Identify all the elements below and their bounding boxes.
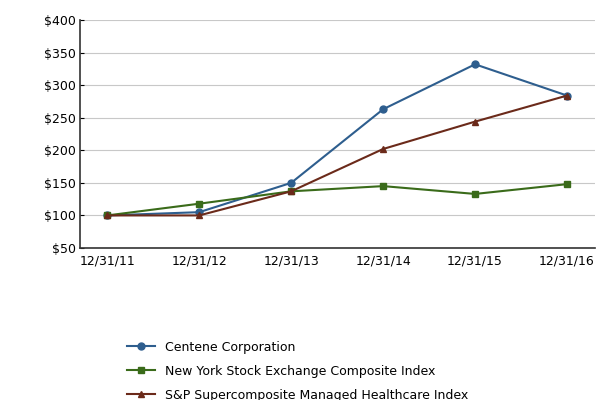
Centene Corporation bbox=[471, 62, 479, 67]
New York Stock Exchange Composite Index bbox=[196, 201, 203, 206]
S&P Supercomposite Managed Healthcare Index bbox=[471, 119, 479, 124]
Line: Centene Corporation: Centene Corporation bbox=[104, 61, 571, 219]
New York Stock Exchange Composite Index bbox=[471, 192, 479, 196]
Centene Corporation bbox=[379, 107, 387, 112]
New York Stock Exchange Composite Index bbox=[104, 213, 111, 218]
New York Stock Exchange Composite Index bbox=[287, 189, 295, 194]
Legend: Centene Corporation, New York Stock Exchange Composite Index, S&P Supercomposite: Centene Corporation, New York Stock Exch… bbox=[127, 341, 468, 400]
Centene Corporation bbox=[104, 213, 111, 218]
S&P Supercomposite Managed Healthcare Index bbox=[196, 213, 203, 218]
New York Stock Exchange Composite Index bbox=[379, 184, 387, 188]
Centene Corporation bbox=[563, 93, 571, 98]
New York Stock Exchange Composite Index bbox=[563, 182, 571, 186]
Line: New York Stock Exchange Composite Index: New York Stock Exchange Composite Index bbox=[104, 181, 571, 219]
Centene Corporation bbox=[287, 180, 295, 185]
Centene Corporation bbox=[196, 210, 203, 214]
S&P Supercomposite Managed Healthcare Index bbox=[563, 93, 571, 98]
Line: S&P Supercomposite Managed Healthcare Index: S&P Supercomposite Managed Healthcare In… bbox=[104, 92, 571, 219]
S&P Supercomposite Managed Healthcare Index bbox=[287, 189, 295, 194]
S&P Supercomposite Managed Healthcare Index bbox=[104, 213, 111, 218]
S&P Supercomposite Managed Healthcare Index bbox=[379, 146, 387, 151]
